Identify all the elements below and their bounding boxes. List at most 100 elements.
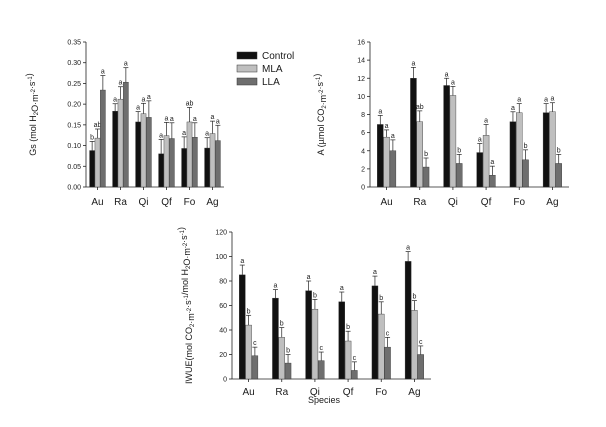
bar-control [509,121,517,188]
bar-mla [416,121,423,188]
significance-letter: b [280,321,284,328]
significance-letter: a [340,285,344,292]
chart-gs: 0.000.050.100.150.200.250.300.35AubabaRa… [24,40,224,208]
significance-letter: a [142,96,146,103]
legend-swatch-mla [236,64,258,73]
x-tick-label: Ra [413,197,426,208]
bar-lla [456,163,463,188]
y-tick-label: 2 [361,166,365,173]
bar-control [89,150,95,188]
significance-letter: a [170,116,174,123]
bar-mla [94,137,101,188]
y-tick-label: 20 [219,352,227,359]
bar-control [181,148,187,188]
bar-mla [209,133,216,188]
x-tick-label: Qi [448,197,458,208]
y-tick-label: 12 [357,76,365,83]
bar-control [338,301,345,380]
figure-xlabel: Species [308,395,341,405]
legend-label-mla: MLA [262,64,283,75]
bar-mla [449,95,457,188]
significance-letter: a [378,108,382,115]
bar-control [443,85,450,188]
significance-letter: c [253,340,257,347]
bar-lla [123,81,129,188]
significance-letter: a [391,133,395,140]
bar-lla [351,370,358,380]
significance-letter: b [286,348,290,355]
significance-letter: a [544,97,548,104]
significance-letter: a [307,274,311,281]
significance-letter: a [373,269,377,276]
y-tick-label: 6 [361,130,365,137]
y-tick-label: 100 [215,254,227,261]
bar-lla [318,360,325,380]
significance-letter: c [419,339,423,346]
bar-lla [417,354,424,380]
bar-lla [100,89,106,188]
significance-letter: a [517,97,521,104]
significance-letter: a [490,159,494,166]
bar-lla [169,138,175,188]
bar-mla [117,98,124,188]
bar-mla [140,113,147,188]
bar-mla [549,111,556,188]
significance-letter: a [211,114,215,121]
bar-mla [383,136,390,188]
x-tick-label: Ag [206,197,218,208]
y-tick-label: 14 [357,58,365,65]
bar-mla [278,337,285,380]
y-tick-label: 120 [215,230,227,237]
significance-letter: b [524,143,528,150]
significance-letter: a [205,131,209,138]
bar-mla [411,310,418,380]
significance-letter: a [411,60,415,67]
significance-letter: b [379,295,383,302]
significance-letter: a [385,123,389,130]
bar-control [272,297,279,380]
bar-control [476,152,483,188]
significance-letter: a [451,79,455,86]
y-axis-label: IWUE(mol CO2·m-2·s-1/mol H2O·m-2·s-1) [176,227,196,384]
y-tick-label: 4 [361,148,365,155]
significance-letter: a [550,96,554,103]
x-tick-label: Ag [408,387,420,398]
significance-letter: a [113,97,117,104]
y-tick-label: 10 [357,94,365,101]
significance-letter: b [412,294,416,301]
bar-control [542,112,550,188]
significance-letter: c [319,345,323,352]
bar-mla [186,121,193,188]
bar-control [377,124,384,188]
bar-lla [389,150,397,188]
bar-control [204,147,210,188]
significance-letter: a [511,105,515,112]
significance-letter: b [346,324,350,331]
y-tick-label: 0 [223,377,227,384]
y-tick-label: 0 [361,185,365,192]
significance-letter: b [313,292,317,299]
bar-control [135,121,141,188]
bar-lla [489,175,496,188]
x-tick-label: Fo [513,197,525,208]
legend-swatch-lla [236,77,258,86]
bar-control [239,274,246,380]
significance-letter: a [147,94,151,101]
significance-letter: a [240,258,244,265]
bar-control [371,285,379,380]
chart-a: 0246810121416AuaaaRaaabbQiaabQfaaaFoaabA… [312,40,569,208]
significance-letter: b [457,147,461,154]
bar-mla [378,313,385,380]
y-tick-label: 0.15 [67,122,81,129]
bar-lla [284,362,292,380]
y-tick-label: 16 [357,40,365,47]
y-tick-label: 0.30 [67,60,81,67]
bar-control [305,290,312,380]
y-tick-label: 0.35 [67,40,81,47]
y-tick-label: 0.00 [67,185,81,192]
significance-letter: a [165,115,169,122]
x-tick-label: Qi [310,387,320,398]
significance-letter: a [101,69,105,76]
chart-iwue: 0 20 40 60 80 100 120 Au a b c Ra a b b Qi a b c Qf a b c Fo a b c… [176,227,431,398]
